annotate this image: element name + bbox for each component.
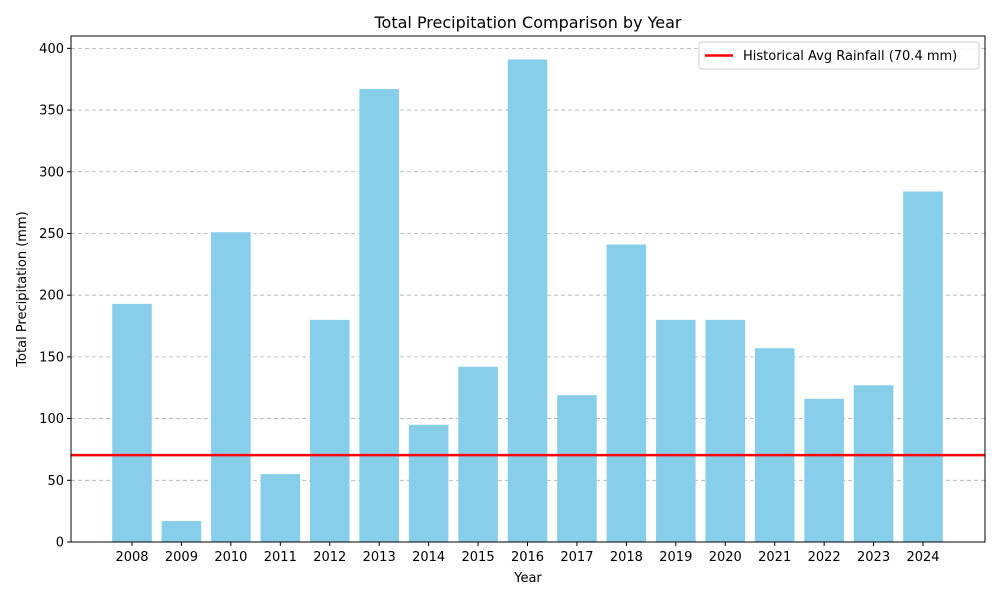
y-tick-label: 0 <box>56 536 64 551</box>
x-tick-label: 2008 <box>115 550 148 565</box>
x-tick-label: 2018 <box>610 550 643 565</box>
bar-2020 <box>705 319 746 542</box>
x-tick-label: 2010 <box>214 550 247 565</box>
y-tick-label: 300 <box>39 165 64 180</box>
x-tick-label: 2009 <box>165 550 198 565</box>
x-tick-label: 2023 <box>857 550 890 565</box>
x-tick-label: 2014 <box>412 550 445 565</box>
bar-2016 <box>507 59 548 542</box>
x-tick-label: 2016 <box>511 550 544 565</box>
x-axis-title: Year <box>513 571 542 586</box>
bar-2024 <box>903 191 943 542</box>
x-tick-label: 2019 <box>659 550 692 565</box>
bar-2018 <box>606 244 647 542</box>
bar-2022 <box>804 398 844 542</box>
legend: Historical Avg Rainfall (70.4 mm) <box>698 41 980 70</box>
y-axis-title: Total Precipitation (mm) <box>15 211 30 367</box>
bar-2008 <box>112 303 152 542</box>
chart-title: Total Precipitation Comparison by Year <box>373 13 681 32</box>
x-tick-label: 2012 <box>313 550 346 565</box>
bar-2014 <box>408 424 449 542</box>
legend-box <box>698 41 980 70</box>
bar-2017 <box>557 395 597 542</box>
x-tick-label: 2011 <box>264 550 297 565</box>
bar-2010 <box>211 232 251 543</box>
bar-2013 <box>359 89 399 542</box>
bar-2019 <box>656 319 696 542</box>
y-tick-label: 150 <box>39 350 64 365</box>
bar-2023 <box>853 385 894 542</box>
bar-2021 <box>754 348 795 542</box>
bar-2009 <box>161 521 202 542</box>
y-tick-label: 100 <box>39 412 64 427</box>
bar-2011 <box>260 474 301 542</box>
legend-label: Historical Avg Rainfall (70.4 mm) <box>743 49 957 64</box>
bars <box>112 59 943 543</box>
y-axis-ticks: 0 50 100 150 200 250 300 350 400 <box>39 42 71 551</box>
x-tick-label: 2013 <box>363 550 396 565</box>
x-tick-label: 2017 <box>560 550 593 565</box>
x-tick-label: 2024 <box>906 550 939 565</box>
y-tick-label: 350 <box>39 104 64 119</box>
x-tick-label: 2021 <box>758 550 791 565</box>
y-tick-label: 250 <box>39 227 64 242</box>
x-axis-ticks: 2008 2009 2010 2011 2012 2013 2014 2015 2016 2017… <box>115 542 940 565</box>
bar-2012 <box>309 319 350 542</box>
x-tick-label: 2022 <box>808 550 841 565</box>
y-tick-label: 400 <box>39 42 64 57</box>
y-tick-label: 200 <box>39 289 64 304</box>
y-tick-label: 50 <box>47 474 64 489</box>
x-tick-label: 2020 <box>709 550 742 565</box>
x-tick-label: 2015 <box>462 550 495 565</box>
